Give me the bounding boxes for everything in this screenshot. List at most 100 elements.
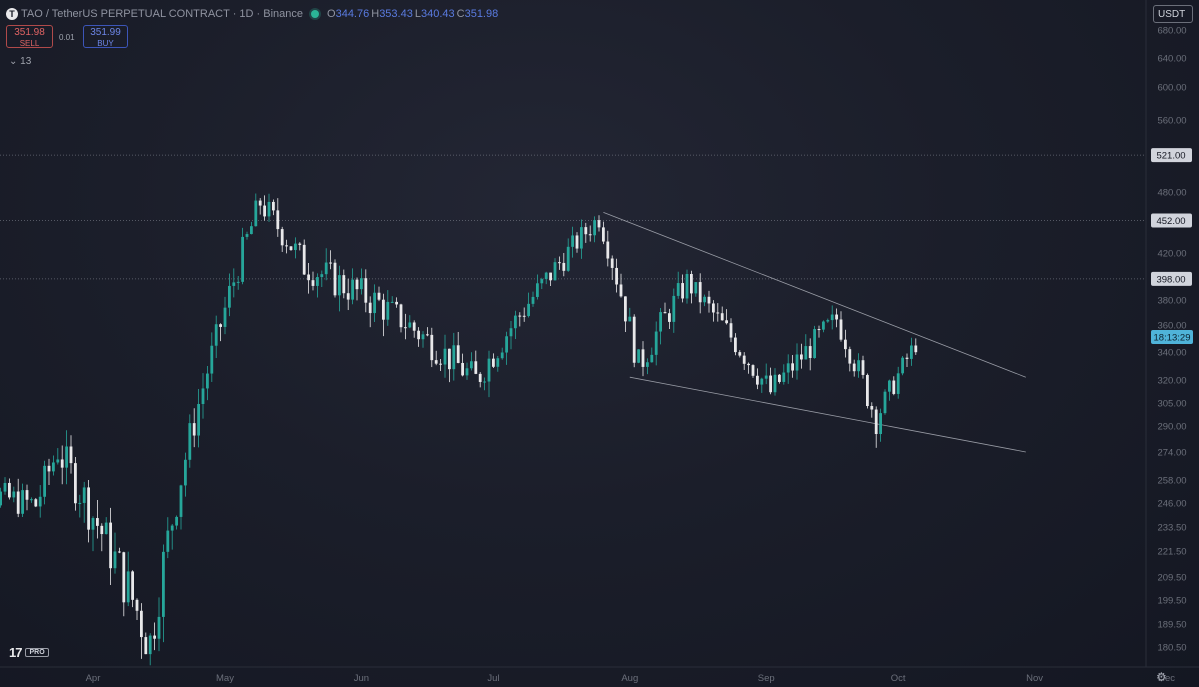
- ohlc-values: O344.76 H353.43 L340.43 C351.98: [325, 8, 498, 20]
- candle-body: [153, 635, 156, 639]
- candle-body: [901, 357, 904, 374]
- candle-body: [223, 307, 227, 327]
- candle-body: [324, 262, 328, 275]
- candle-body: [685, 273, 689, 299]
- candle-body: [527, 303, 530, 317]
- candle-body: [333, 262, 337, 296]
- candle-body: [690, 273, 693, 294]
- candle-body: [364, 278, 368, 303]
- candle-body: [795, 354, 799, 371]
- ohlc-key-l: L: [414, 8, 421, 20]
- candle-body: [514, 315, 517, 329]
- candle-body: [848, 349, 852, 364]
- candle-body: [338, 275, 341, 296]
- candle-body: [280, 229, 284, 246]
- candle-body: [188, 423, 192, 460]
- tv-logo-icon: 17: [9, 645, 23, 660]
- candle-body: [219, 324, 222, 327]
- currency-select[interactable]: USDT: [1153, 5, 1193, 23]
- candle-body: [879, 413, 882, 435]
- candle-body: [412, 322, 416, 331]
- candle-body: [131, 571, 134, 600]
- price-tick-label: 180.50: [1157, 643, 1186, 654]
- candle-body: [910, 345, 913, 359]
- ohlc-key-o: O: [327, 8, 336, 20]
- candle-body: [773, 374, 777, 393]
- candle-body: [751, 365, 755, 376]
- candle-body: [289, 246, 293, 251]
- candle-body: [232, 282, 236, 286]
- level-badge: [1151, 271, 1192, 286]
- candle-body: [566, 246, 570, 271]
- candle-body: [272, 201, 275, 211]
- candle-body: [483, 381, 486, 383]
- tradingview-logo[interactable]: 17 PRO: [9, 645, 49, 660]
- current-price-badge: [1151, 330, 1193, 344]
- candle-body: [619, 284, 623, 297]
- candle-body: [610, 258, 614, 268]
- candle-body: [16, 491, 20, 514]
- sell-label: SELL: [19, 39, 40, 48]
- indicators-toggle[interactable]: ⌄ 13: [9, 56, 32, 67]
- candle-body: [3, 482, 7, 492]
- ohlc-value-h: 353.43: [379, 8, 413, 20]
- buy-label: BUY: [97, 39, 114, 48]
- price-tick-label: 480.00: [1157, 188, 1186, 199]
- candle-body: [34, 499, 38, 507]
- candle-body: [593, 220, 596, 236]
- candle-body: [351, 279, 354, 300]
- candle-body: [905, 357, 909, 359]
- price-tick-label: 246.00: [1157, 499, 1186, 510]
- symbol-header[interactable]: T TAO / TetherUS PERPETUAL CONTRACT · 1D…: [6, 6, 498, 22]
- candle-body: [166, 530, 170, 552]
- candle-body: [346, 293, 350, 300]
- candle-body: [329, 262, 332, 264]
- candle-body: [368, 302, 372, 314]
- candle-body: [38, 496, 42, 507]
- candle-body: [496, 358, 500, 367]
- candle-body: [382, 299, 385, 320]
- candle-body: [681, 283, 684, 299]
- candle-body: [822, 321, 825, 330]
- candle-body: [294, 243, 297, 251]
- candle-body: [184, 459, 187, 486]
- candle-body: [536, 283, 539, 297]
- candle-body: [197, 404, 200, 436]
- candle-body: [434, 360, 438, 364]
- candle-body: [386, 301, 390, 320]
- candle-body: [47, 465, 51, 472]
- candle-body: [100, 525, 104, 535]
- candle-body: [135, 599, 139, 611]
- sell-button[interactable]: 351.98 SELL: [6, 25, 53, 48]
- candle-body: [729, 323, 733, 338]
- candle-body: [43, 465, 46, 497]
- candle-body: [883, 391, 887, 414]
- candle-body: [518, 315, 522, 317]
- candle-body: [254, 200, 258, 227]
- candle-body: [122, 552, 126, 603]
- time-tick-label: Aug: [621, 673, 638, 684]
- candle-body: [162, 551, 165, 617]
- tao-logo-icon: T: [6, 8, 18, 20]
- candle-body: [241, 236, 244, 282]
- pro-badge: PRO: [25, 648, 49, 657]
- candle-body: [602, 227, 605, 242]
- candle-body: [584, 227, 588, 235]
- candle-body: [712, 303, 715, 313]
- candle-body: [78, 502, 82, 504]
- candle-body: [316, 277, 319, 286]
- trendlines: [603, 211, 1026, 453]
- candle-body: [126, 571, 130, 603]
- horizontal-levels: 521.00 452.00 398.00: [0, 148, 1192, 286]
- level-label: 452.00: [1156, 216, 1185, 227]
- candle-body: [342, 275, 346, 294]
- gear-icon[interactable]: ⚙: [1156, 670, 1167, 684]
- candle-body: [707, 296, 711, 304]
- buy-button[interactable]: 351.99 BUY: [83, 25, 128, 48]
- candle-body: [144, 637, 148, 655]
- candle-body: [549, 272, 552, 281]
- candle-body: [914, 345, 918, 353]
- candle-body: [421, 334, 425, 340]
- level-badge: [1151, 148, 1192, 163]
